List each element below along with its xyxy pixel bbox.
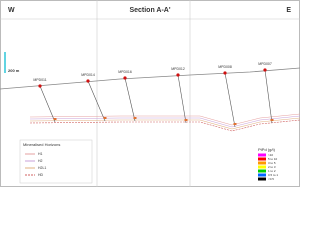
grade-swatch (258, 153, 266, 157)
collar (176, 73, 180, 77)
hole-label: MPD007 (258, 62, 272, 66)
hole-trace (124, 77, 136, 122)
grade-item: 0.5 to 1 (268, 173, 278, 177)
grade-swatch (258, 169, 266, 173)
hole-label: MPD016 (118, 70, 132, 74)
grade-swatch (258, 177, 266, 181)
section-diagram: W E Section A-A' 200 m MPD011MPD014MPD01… (0, 0, 300, 187)
legend-title: Mineralised Horizons (23, 142, 60, 147)
legend-item: H2 (38, 159, 43, 163)
hole-trace (264, 69, 273, 124)
drill-holes: MPD011 MPD014 MPD016 MPD012 MPD008 MPD007 (33, 62, 274, 128)
legend-title: PtPd (g/t) (258, 147, 276, 152)
intercept (103, 117, 107, 119)
intercept (184, 119, 188, 121)
legend-item: H2L1 (38, 166, 46, 170)
grade-item: 5 to 10 (268, 157, 278, 161)
intercept (133, 117, 137, 119)
grade-item: <0.5 (268, 177, 274, 181)
grade-item: >10 (268, 153, 273, 157)
hole-label: MPD011 (33, 78, 46, 82)
grade-swatch (258, 161, 266, 165)
grade-item: 2 to 3 (268, 165, 276, 169)
hole-trace (39, 85, 56, 123)
grade-swatch (258, 165, 266, 169)
legend-item: H1 (38, 152, 43, 156)
grade-item: 1 to 2 (268, 169, 276, 173)
horizon-line (29, 113, 300, 126)
horizon-line (29, 117, 300, 130)
scale-label: 200 m (8, 68, 20, 73)
collar (123, 76, 127, 80)
intercept (233, 123, 237, 125)
page: {"header": {"west": "W", "east": "E", "t… (0, 0, 300, 187)
collar (223, 71, 227, 75)
hole-label: MPD008 (218, 65, 232, 69)
title: Section A-A' (129, 7, 170, 14)
hole-label: MPD012 (171, 67, 185, 71)
grade-swatch (258, 173, 266, 177)
horizons (29, 113, 300, 132)
collar (38, 84, 42, 88)
grade-legend: PtPd (g/t) >105 to 103 to 52 to 31 to 20… (258, 147, 278, 181)
topography (0, 67, 300, 90)
east-label: E (286, 7, 291, 14)
grade-item: 3 to 5 (268, 161, 276, 165)
hole-trace (224, 72, 236, 128)
collar (86, 79, 90, 83)
hole-trace (87, 80, 106, 122)
legend-item: HD (38, 173, 44, 177)
grade-swatch (258, 157, 266, 161)
hole-label: MPD014 (81, 73, 95, 77)
collar (263, 68, 267, 72)
horizon-legend: Mineralised Horizons H1 H2 H2L1 HD (19, 139, 93, 184)
hole-trace (177, 74, 187, 124)
intercept (53, 118, 57, 120)
horizon-line (29, 119, 300, 132)
intercept (270, 119, 274, 121)
west-label: W (8, 7, 15, 14)
